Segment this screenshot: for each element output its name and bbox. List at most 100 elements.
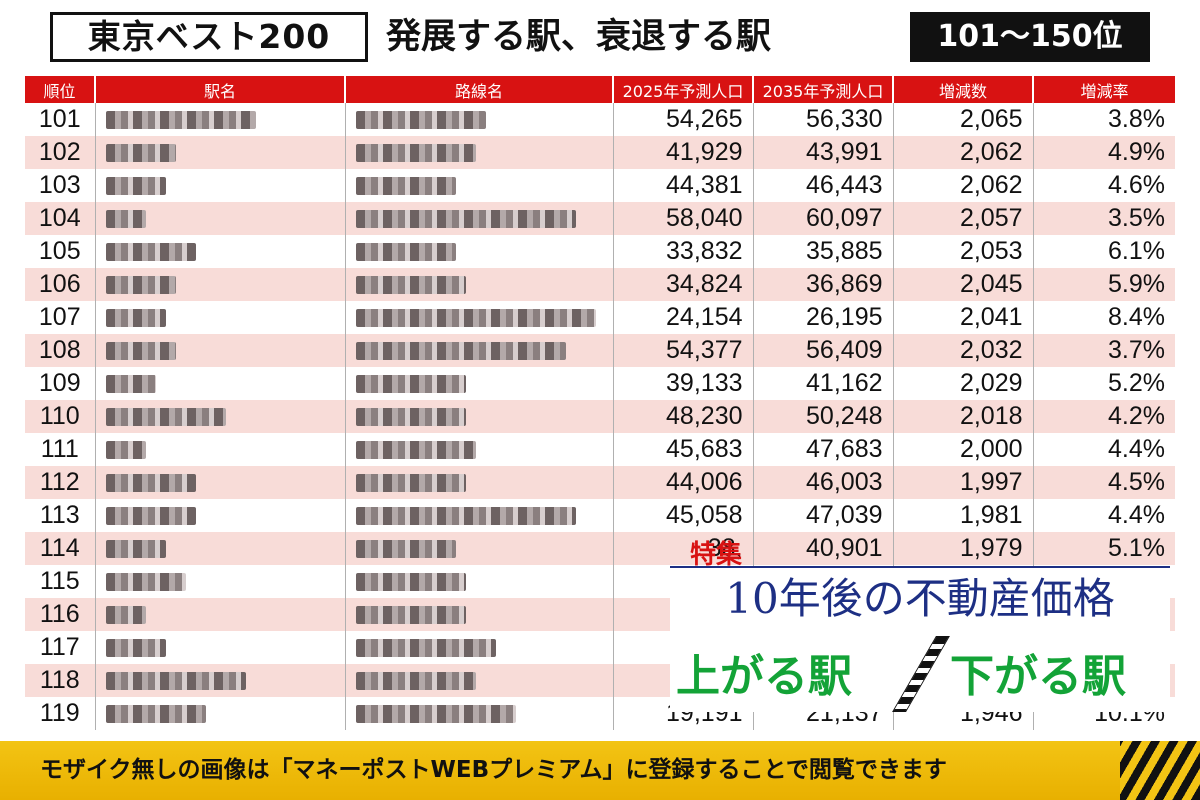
rank-cell: 107 xyxy=(25,301,95,334)
mosaic-line-name xyxy=(355,606,466,625)
pop-2035-cell: 47,683 xyxy=(752,433,893,466)
change-cell: 2,032 xyxy=(892,334,1033,367)
station-name-cell xyxy=(94,136,345,169)
station-name-cell xyxy=(94,400,345,433)
change-cell: 2,062 xyxy=(892,136,1033,169)
line-name-cell xyxy=(344,697,613,730)
pop-2025-cell: 24,154 xyxy=(612,301,753,334)
feature-label: 特集 xyxy=(690,540,743,570)
line-name-cell xyxy=(344,598,613,631)
column-header: 増減率 xyxy=(1032,76,1175,103)
rank-cell: 104 xyxy=(25,202,95,235)
pop-2025-cell: 45,058 xyxy=(612,499,753,532)
change-rate-cell: 4.9% xyxy=(1032,136,1175,169)
change-rate-cell: 4.2% xyxy=(1032,400,1175,433)
change-rate-cell: 4.4% xyxy=(1032,433,1175,466)
station-name-cell xyxy=(94,565,345,598)
rising-stations-label: 上がる駅 xyxy=(676,651,852,702)
headline: 発展する駅、衰退する駅 xyxy=(386,17,772,57)
mosaic-station-name xyxy=(105,144,176,163)
mosaic-line-name xyxy=(355,111,486,130)
rank-cell: 106 xyxy=(25,268,95,301)
table-row: 101 54,265 56,330 2,065 3.8% xyxy=(25,103,1175,136)
line-name-cell xyxy=(344,565,613,598)
change-rate-cell: 4.5% xyxy=(1032,466,1175,499)
pop-2025-cell: 54,377 xyxy=(612,334,753,367)
mosaic-station-name xyxy=(105,342,176,361)
line-name-cell xyxy=(344,334,613,367)
table-row: 113 45,058 47,039 1,981 4.4% xyxy=(25,499,1175,532)
station-name-cell xyxy=(94,532,345,565)
station-name-cell xyxy=(94,433,345,466)
rank-cell: 103 xyxy=(25,169,95,202)
mosaic-line-name xyxy=(355,177,456,196)
line-name-cell xyxy=(344,103,613,136)
station-name-cell xyxy=(94,202,345,235)
pop-2025-cell: 48,230 xyxy=(612,400,753,433)
mosaic-station-name xyxy=(105,606,146,625)
change-rate-cell: 3.7% xyxy=(1032,334,1175,367)
pop-2025-cell: 33,832 xyxy=(612,235,753,268)
pop-2025-cell: 34,824 xyxy=(612,268,753,301)
station-name-cell xyxy=(94,235,345,268)
station-name-cell xyxy=(94,466,345,499)
column-header: 増減数 xyxy=(892,76,1033,103)
line-name-cell xyxy=(344,433,613,466)
table-header-row: 順位 駅名 路線名 2025年予測人口 2035年予測人口 増減数 増減率 xyxy=(25,76,1175,103)
mosaic-station-name xyxy=(105,672,246,691)
table-row: 105 33,832 35,885 2,053 6.1% xyxy=(25,235,1175,268)
hazard-stripes xyxy=(1120,741,1200,800)
mosaic-station-name xyxy=(105,210,146,229)
line-name-cell xyxy=(344,532,613,565)
feature-subtitle: 上がる駅 下がる駅 xyxy=(670,634,1170,712)
line-name-cell xyxy=(344,301,613,334)
station-name-cell xyxy=(94,103,345,136)
station-name-cell xyxy=(94,697,345,730)
table-row: 112 44,006 46,003 1,997 4.5% xyxy=(25,466,1175,499)
mosaic-line-name xyxy=(355,540,456,559)
pop-2025-cell: 44,381 xyxy=(612,169,753,202)
change-cell: 2,057 xyxy=(892,202,1033,235)
rank-cell: 117 xyxy=(25,631,95,664)
line-name-cell xyxy=(344,664,613,697)
mosaic-station-name xyxy=(105,408,226,427)
rank-cell: 118 xyxy=(25,664,95,697)
rank-cell: 114 xyxy=(25,532,95,565)
rank-cell: 116 xyxy=(25,598,95,631)
rank-cell: 102 xyxy=(25,136,95,169)
mosaic-line-name xyxy=(355,243,456,262)
line-name-cell xyxy=(344,367,613,400)
rank-range-badge: 101〜150位 xyxy=(910,12,1150,62)
rail-track-divider xyxy=(892,636,950,712)
change-rate-cell: 5.1% xyxy=(1032,532,1175,565)
pop-2025-cell: 38, xyxy=(612,532,753,565)
mosaic-line-name xyxy=(355,672,476,691)
column-header: 駅名 xyxy=(94,76,345,103)
column-header: 順位 xyxy=(25,76,95,103)
change-cell: 2,065 xyxy=(892,103,1033,136)
rank-cell: 101 xyxy=(25,103,95,136)
line-name-cell xyxy=(344,202,613,235)
rank-cell: 113 xyxy=(25,499,95,532)
header: 東京ベスト200 発展する駅、衰退する駅 101〜150位 xyxy=(0,0,1200,76)
premium-banner[interactable]: モザイク無しの画像は「マネーポストWEBプレミアム」に登録することで閲覧できます xyxy=(0,741,1200,800)
rank-cell: 112 xyxy=(25,466,95,499)
table-row: 106 34,824 36,869 2,045 5.9% xyxy=(25,268,1175,301)
change-rate-cell: 5.9% xyxy=(1032,268,1175,301)
mosaic-line-name xyxy=(355,474,466,493)
table-row: 111 45,683 47,683 2,000 4.4% xyxy=(25,433,1175,466)
change-rate-cell: 5.2% xyxy=(1032,367,1175,400)
mosaic-line-name xyxy=(355,408,466,427)
premium-banner-text: モザイク無しの画像は「マネーポストWEBプレミアム」に登録することで閲覧できます xyxy=(40,757,947,783)
mosaic-station-name xyxy=(105,573,186,592)
line-name-cell xyxy=(344,235,613,268)
mosaic-line-name xyxy=(355,507,576,526)
change-cell: 1,997 xyxy=(892,466,1033,499)
mosaic-station-name xyxy=(105,177,166,196)
table-row: 114 38, 40,901 1,979 5.1% xyxy=(25,532,1175,565)
pop-2035-cell: 50,248 xyxy=(752,400,893,433)
station-name-cell xyxy=(94,334,345,367)
mosaic-line-name xyxy=(355,639,496,658)
change-rate-cell: 8.4% xyxy=(1032,301,1175,334)
mosaic-station-name xyxy=(105,441,146,460)
